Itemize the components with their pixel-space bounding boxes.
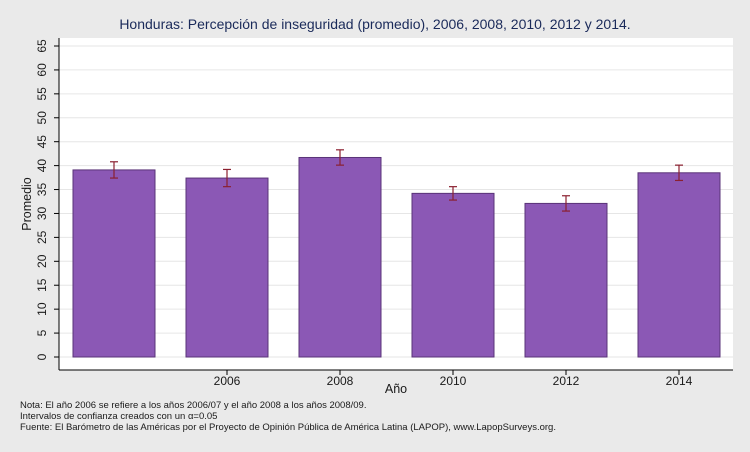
error-bar bbox=[675, 164, 683, 182]
error-bar bbox=[110, 161, 118, 179]
y-tick-label: 45 bbox=[35, 135, 49, 149]
bar bbox=[72, 169, 156, 358]
y-tick-label: 5 bbox=[35, 329, 49, 336]
x-tick-label: 2006 bbox=[214, 374, 241, 388]
error-bar bbox=[449, 186, 457, 201]
y-tick-label: 50 bbox=[35, 111, 49, 125]
note-line-2: Intervalos de confianza creados con un α… bbox=[20, 411, 218, 422]
note-line-3: Fuente: El Barómetro de las Américas por… bbox=[20, 422, 556, 433]
chart-notes: Nota: El año 2006 se refiere a los años … bbox=[20, 400, 556, 433]
bar bbox=[524, 202, 608, 358]
bars bbox=[72, 156, 721, 358]
y-tick-label: 35 bbox=[35, 183, 49, 197]
y-tick-label: 25 bbox=[35, 230, 49, 244]
x-axis: 2006 2008 2010 2012 2014 bbox=[59, 369, 733, 388]
error-bars bbox=[110, 149, 683, 212]
y-axis-label: Promedio bbox=[20, 177, 34, 231]
y-tick-label: 65 bbox=[35, 39, 49, 53]
y-axis: 0 5 10 15 20 25 30 35 40 45 50 55 60 65 bbox=[35, 38, 60, 370]
bar bbox=[411, 192, 495, 358]
x-tick-label: 2010 bbox=[440, 374, 467, 388]
x-tick-label: 2014 bbox=[666, 374, 693, 388]
y-tick-label: 30 bbox=[35, 206, 49, 220]
y-tick-label: 20 bbox=[35, 254, 49, 268]
note-line-1: Nota: El año 2006 se refiere a los años … bbox=[20, 400, 367, 411]
error-bar bbox=[562, 195, 570, 212]
error-bar bbox=[223, 168, 231, 188]
chart-title: Honduras: Percepción de inseguridad (pro… bbox=[119, 16, 630, 32]
x-axis-label: Año bbox=[385, 382, 407, 396]
y-tick-label: 10 bbox=[35, 302, 49, 316]
y-tick-label: 60 bbox=[35, 63, 49, 77]
bar bbox=[637, 172, 721, 358]
y-tick-label: 40 bbox=[35, 159, 49, 173]
error-bar bbox=[336, 149, 344, 166]
x-tick-label: 2008 bbox=[327, 374, 354, 388]
bar bbox=[298, 156, 382, 358]
y-tick-label: 15 bbox=[35, 278, 49, 292]
gridlines bbox=[59, 45, 733, 358]
y-tick-label: 0 bbox=[35, 353, 49, 360]
plot-area bbox=[59, 38, 733, 370]
bar bbox=[185, 177, 269, 358]
y-tick-label: 55 bbox=[35, 87, 49, 101]
x-tick-label: 2012 bbox=[553, 374, 580, 388]
